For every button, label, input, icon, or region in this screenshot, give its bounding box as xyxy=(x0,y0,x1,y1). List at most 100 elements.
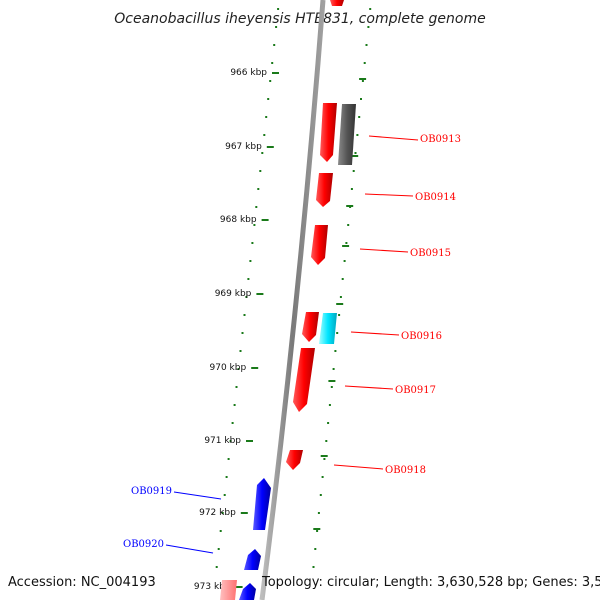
guide-dot xyxy=(261,152,264,154)
guide-dot xyxy=(330,386,333,388)
guide-dash xyxy=(346,205,354,207)
topology-text: Topology: circular; Length: 3,630,528 bp… xyxy=(261,575,600,590)
guide-dot xyxy=(265,116,268,118)
guide-dot xyxy=(229,440,232,442)
gene-arrow-bottom-pink xyxy=(220,580,237,600)
guide-dot xyxy=(271,62,274,64)
guide-dot xyxy=(317,512,320,514)
genome-backbone xyxy=(259,0,326,600)
guide-dot xyxy=(321,476,324,478)
guide-dot xyxy=(239,350,242,352)
gene-arrow-OB0915[interactable] xyxy=(311,225,328,265)
guide-dot xyxy=(225,476,228,478)
guide-dot xyxy=(345,242,348,244)
guide-dot xyxy=(243,314,246,316)
callout-line xyxy=(344,385,394,390)
guide-dot xyxy=(251,242,254,244)
kbp-label: 966 kbp xyxy=(230,68,267,78)
guide-dot xyxy=(323,458,326,460)
kbp-tick-mark xyxy=(256,293,264,295)
guide-dash xyxy=(328,380,336,382)
gene-callouts: OB0913 OB0914 OB0915 OB0916 OB0917 OB0918 OB09… xyxy=(123,134,461,554)
guide-dot xyxy=(215,566,218,568)
gene-arrow-OB0919[interactable] xyxy=(253,478,271,530)
kbp-label: 972 kbp xyxy=(199,508,236,518)
guide-dot xyxy=(354,152,357,154)
gene-arrow-OB0918[interactable] xyxy=(286,450,303,470)
gene-label-OB0913[interactable]: OB0913 xyxy=(420,134,461,145)
gene-arrow-rna[interactable] xyxy=(319,313,337,344)
kbp-tick-mark xyxy=(266,146,274,148)
map-title: Oceanobacillus iheyensis HTE831, complet… xyxy=(114,11,485,27)
gene-arrow-OB0917[interactable] xyxy=(293,348,315,412)
guide-dot xyxy=(361,80,364,82)
guide-dot xyxy=(316,530,319,532)
guide-dot xyxy=(253,224,256,226)
accession-text: Accession: NC_004193 xyxy=(8,575,156,590)
guide-dot xyxy=(341,278,344,280)
guide-dot xyxy=(233,404,236,406)
kbp-tick-mark xyxy=(235,586,243,588)
guide-dot xyxy=(328,404,331,406)
callout-line xyxy=(364,193,414,197)
callout-line xyxy=(173,491,222,500)
gene-label-OB0915[interactable]: OB0915 xyxy=(410,248,451,259)
gene-label-OB0920[interactable]: OB0920 xyxy=(123,539,164,550)
kbp-tick-mark xyxy=(240,512,248,514)
gene-arrow-neighbor[interactable] xyxy=(338,104,356,165)
gene-label-OB0918[interactable]: OB0918 xyxy=(385,465,426,476)
guide-dot xyxy=(325,440,328,442)
guide-dot xyxy=(339,296,342,298)
kbp-ticks: 966 kbp 967 kbp 968 kbp 969 kbp 970 kbp 971 k… xyxy=(194,68,279,592)
gene-label-OB0917[interactable]: OB0917 xyxy=(395,385,436,396)
gene-arrow-clipped xyxy=(330,0,344,6)
guide-lines xyxy=(215,8,372,568)
guide-dot xyxy=(338,314,341,316)
guide-dot xyxy=(237,368,240,370)
kbp-tick-mark xyxy=(251,367,259,369)
guide-dot xyxy=(352,170,355,172)
guide-dash xyxy=(336,303,344,305)
guide-dot xyxy=(259,170,262,172)
callout-line xyxy=(359,248,409,253)
guide-dot xyxy=(263,134,266,136)
guide-dot xyxy=(334,350,337,352)
guide-dash xyxy=(342,245,350,247)
guide-dot xyxy=(247,278,250,280)
gene-arrow-OB0920[interactable] xyxy=(244,549,261,570)
guide-dot xyxy=(227,458,230,460)
kbp-label: 969 kbp xyxy=(215,289,252,299)
guide-dot xyxy=(235,386,238,388)
guide-dot xyxy=(327,422,330,424)
callout-line xyxy=(368,135,419,141)
callout-line xyxy=(350,331,400,336)
kbp-tick-mark xyxy=(272,72,279,74)
guide-dot xyxy=(217,548,220,550)
guide-dash xyxy=(351,155,359,157)
callout-line xyxy=(333,464,384,470)
guide-dot xyxy=(249,260,252,262)
guide-dot xyxy=(356,134,359,136)
guide-dot xyxy=(358,116,361,118)
gene-label-OB0914[interactable]: OB0914 xyxy=(415,192,456,203)
guide-dot xyxy=(360,98,362,100)
gene-label-OB0919[interactable]: OB0919 xyxy=(131,486,172,497)
gene-arrow-OB0914[interactable] xyxy=(316,173,333,207)
kbp-tick-mark xyxy=(246,440,253,442)
gene-arrow-bottom-blue xyxy=(239,583,256,600)
gene-arrow-OB0916[interactable] xyxy=(302,312,319,342)
guide-dash xyxy=(359,78,367,80)
guide-dot xyxy=(277,8,280,10)
gene-label-OB0916[interactable]: OB0916 xyxy=(401,331,442,342)
kbp-label: 967 kbp xyxy=(225,142,262,152)
guide-dot xyxy=(269,80,272,82)
guide-dot xyxy=(312,566,315,568)
guide-dot xyxy=(365,44,368,46)
guide-dot xyxy=(221,512,224,514)
gene-arrow-OB0913[interactable] xyxy=(320,103,337,162)
guide-dot xyxy=(367,26,370,28)
guide-dot xyxy=(363,62,366,64)
kbp-label: 970 kbp xyxy=(210,363,247,373)
guide-dot xyxy=(336,332,339,334)
kbp-label: 973 kbp xyxy=(194,582,231,592)
